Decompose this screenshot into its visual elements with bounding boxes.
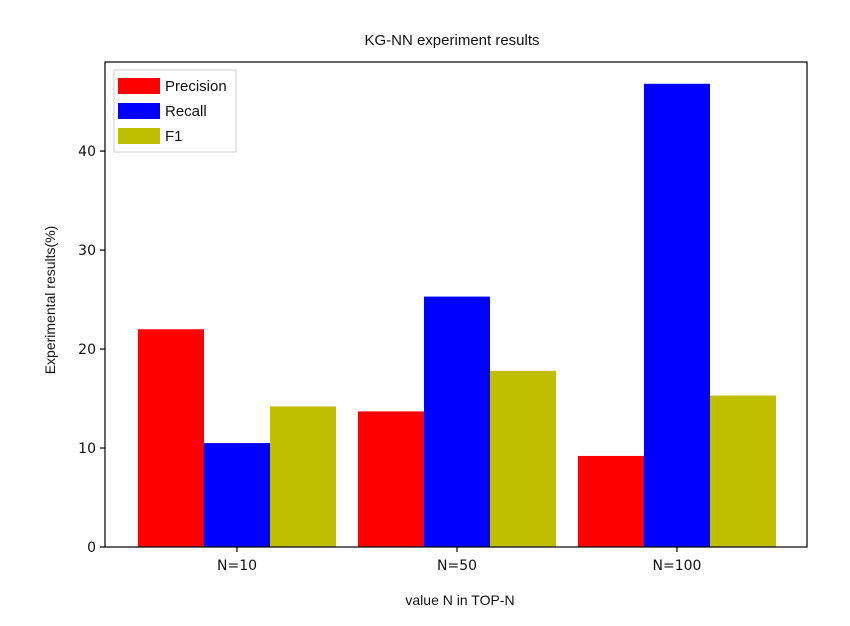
x-tick-label: N=10 xyxy=(217,558,257,574)
bar-recall-n100 xyxy=(644,83,710,547)
y-axis: 0 10 20 30 40 xyxy=(78,144,105,556)
bar-recall-n50 xyxy=(424,296,490,547)
x-axis-label: value N in TOP-N xyxy=(405,592,514,608)
legend-label-recall: Recall xyxy=(165,103,207,120)
bar-precision-n50 xyxy=(358,411,424,547)
plot-frame xyxy=(104,61,808,548)
bar-f1-n100 xyxy=(710,395,776,547)
y-axis-label: Experimental results(%) xyxy=(42,226,58,375)
chart-title: KG-NN experiment results xyxy=(364,32,539,49)
bar-precision-n10 xyxy=(138,329,204,547)
y-tick-label: 30 xyxy=(78,243,96,259)
legend-label-precision: Precision xyxy=(165,78,227,95)
y-tick-label: 40 xyxy=(78,144,96,160)
x-tick-label: N=50 xyxy=(437,558,477,574)
x-axis: N=10 N=50 N=100 xyxy=(217,547,701,574)
y-tick-label: 20 xyxy=(78,342,96,358)
legend-swatch-precision xyxy=(118,78,160,94)
bar-precision-n100 xyxy=(578,455,644,547)
bar-recall-n10 xyxy=(204,443,270,547)
legend-label-f1: F1 xyxy=(165,128,183,145)
y-tick-label: 10 xyxy=(78,441,96,457)
legend-swatch-f1 xyxy=(118,128,160,144)
legend-swatch-recall xyxy=(118,103,160,119)
legend: Precision Recall F1 xyxy=(113,69,237,153)
y-tick-label: 0 xyxy=(87,540,96,556)
bars-group xyxy=(138,83,776,547)
x-tick-label: N=100 xyxy=(653,558,702,574)
bar-f1-n10 xyxy=(270,406,336,547)
bar-f1-n50 xyxy=(490,370,556,547)
